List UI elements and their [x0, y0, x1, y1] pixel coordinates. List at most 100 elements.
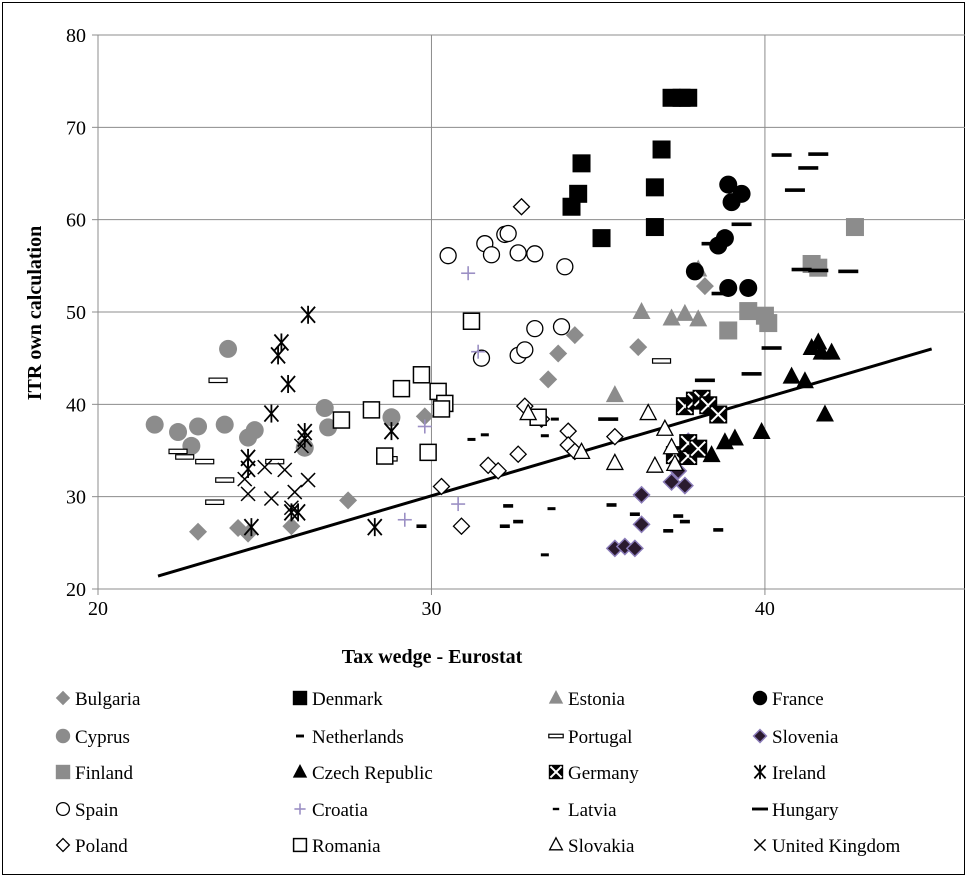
point-netherlands — [416, 524, 427, 529]
point-czech-republic — [725, 428, 744, 446]
point-ireland — [367, 518, 383, 537]
legend-marker-estonia — [548, 690, 564, 704]
point-spain — [516, 341, 534, 359]
point-ireland — [243, 518, 260, 537]
point-portugal — [205, 499, 225, 506]
point-hungary — [598, 417, 619, 421]
point-croatia — [451, 497, 466, 512]
point-france — [739, 278, 758, 297]
point-poland — [605, 427, 624, 446]
legend-marker-bulgaria — [55, 690, 71, 706]
point-latvia — [467, 437, 476, 441]
point-spain — [552, 318, 571, 336]
legend-marker-latvia — [552, 807, 560, 811]
point-czech-republic — [822, 342, 841, 360]
point-portugal — [215, 477, 235, 483]
point-czech-republic — [782, 366, 801, 384]
point-poland — [452, 517, 471, 536]
point-slovakia — [645, 455, 664, 473]
point-denmark — [569, 184, 588, 203]
y-tick-label: 20 — [66, 579, 86, 601]
point-latvia — [480, 433, 489, 437]
point-romania — [432, 400, 451, 418]
grid-lines — [97, 34, 965, 590]
legend-marker-slovenia — [752, 728, 768, 744]
point-slovakia — [605, 453, 624, 471]
point-estonia — [632, 302, 651, 319]
point-denmark — [679, 88, 698, 107]
point-france — [685, 262, 704, 281]
point-hungary — [701, 241, 722, 246]
point-netherlands — [503, 504, 514, 508]
legend-label-slovakia: Slovakia — [568, 836, 635, 857]
point-bulgaria — [339, 491, 358, 510]
point-france — [732, 184, 751, 203]
legend-label-poland: Poland — [75, 836, 128, 857]
point-romania — [362, 401, 381, 419]
point-finland — [809, 258, 828, 277]
point-finland — [719, 321, 738, 340]
legend-marker-germany — [548, 764, 564, 780]
point-cyprus — [169, 423, 188, 442]
legend-label-romania: Romania — [312, 836, 381, 857]
point-ireland — [240, 448, 256, 467]
point-hungary — [808, 268, 829, 273]
point-portugal — [265, 458, 285, 465]
point-poland — [512, 197, 531, 216]
point-cyprus — [315, 399, 334, 418]
data-points — [145, 88, 864, 558]
point-spain — [472, 349, 491, 367]
point-portugal — [195, 458, 215, 465]
legend-label-slovenia: Slovenia — [772, 727, 839, 748]
point-slovakia — [639, 403, 658, 421]
point-romania — [332, 411, 351, 429]
point-portugal — [168, 448, 188, 455]
legend-marker-poland — [55, 837, 71, 853]
point-hungary — [798, 166, 819, 170]
point-spain — [499, 224, 517, 243]
point-hungary — [808, 152, 829, 156]
y-tick-label: 70 — [66, 117, 86, 139]
point-spain — [439, 247, 457, 265]
point-hungary — [711, 291, 732, 296]
legend-label-denmark: Denmark — [312, 689, 383, 710]
point-united-kingdom — [263, 490, 279, 507]
point-germany — [709, 405, 728, 424]
point-netherlands — [606, 503, 617, 507]
point-romania — [392, 379, 411, 398]
point-latvia — [550, 417, 559, 421]
point-ireland — [290, 503, 306, 522]
point-portugal — [208, 377, 228, 384]
legend-label-cyprus: Cyprus — [75, 727, 130, 748]
point-bulgaria — [629, 338, 648, 357]
point-cyprus — [382, 408, 401, 427]
point-ireland — [270, 346, 286, 365]
y-tick-label: 60 — [66, 210, 86, 232]
point-estonia — [605, 385, 624, 403]
point-slovenia — [625, 539, 644, 558]
point-spain — [526, 319, 544, 338]
legend-marker-czech-republic — [292, 764, 308, 778]
point-ireland — [263, 404, 280, 423]
point-portugal — [175, 454, 195, 460]
point-bulgaria — [539, 370, 558, 389]
point-slovenia — [632, 485, 651, 504]
legend-label-ireland: Ireland — [772, 763, 826, 784]
legend-marker-croatia — [294, 803, 306, 815]
point-united-kingdom — [277, 462, 293, 478]
point-slovenia — [632, 515, 651, 534]
point-croatia — [417, 419, 432, 434]
point-poland — [509, 445, 528, 464]
x-tick-label: 20 — [88, 598, 108, 620]
point-netherlands — [679, 519, 690, 524]
y-tick-label: 80 — [66, 25, 86, 47]
point-ireland — [300, 305, 316, 324]
point-netherlands — [499, 524, 510, 529]
point-slovakia — [572, 441, 591, 459]
legend-label-estonia: Estonia — [568, 689, 626, 710]
legend-marker-spain — [55, 801, 71, 817]
point-finland — [759, 314, 778, 333]
point-latvia — [547, 507, 556, 511]
legend-label-croatia: Croatia — [312, 800, 368, 821]
y-tick-label: 50 — [66, 302, 86, 324]
